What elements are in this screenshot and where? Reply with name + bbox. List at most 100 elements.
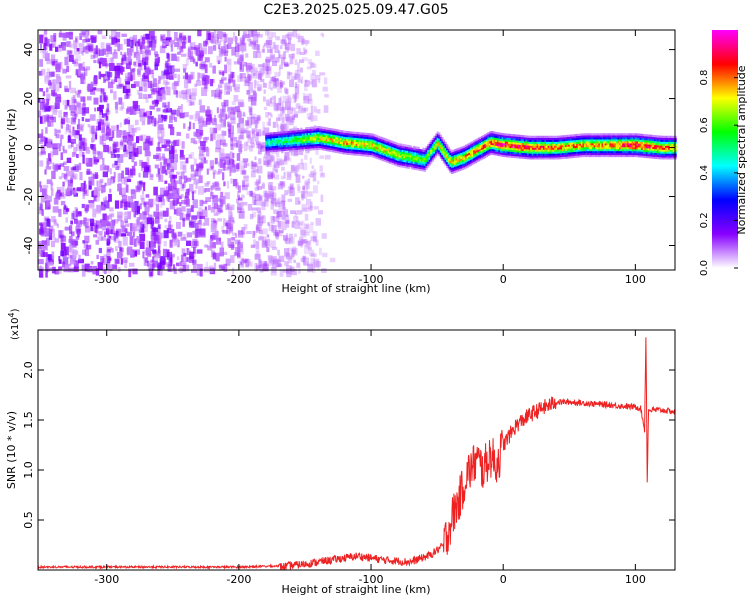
spectrogram-cell [333,150,336,153]
spectrogram-cell [328,137,331,140]
spectrogram-cell [366,136,369,140]
spectrogram-cell [349,143,352,146]
spectrogram-cell [71,213,75,220]
spectrogram-cell [431,157,434,160]
spectrogram-cell [476,146,479,149]
spectrogram-cell [327,133,330,136]
spectrogram-cell [563,152,566,155]
spectrogram-cell [101,35,107,39]
spectrogram-cell [449,156,452,159]
spectrogram-cell [116,125,119,128]
spectrogram-cell [423,155,427,159]
spectrogram-cell [295,166,298,175]
spectrogram-cell [191,191,195,200]
spectrogram-cell [227,107,231,112]
spectrogram-cell [504,155,507,158]
spectrogram-cell [221,102,226,107]
spectrogram-cell [523,147,526,150]
spectrogram-cell [63,206,68,215]
spectrogram-cell [212,79,215,83]
spectrogram-cell [39,101,45,110]
spectrogram-cell [433,147,436,150]
spectrogram-cell [146,240,151,249]
spectrogram-cell [544,149,547,152]
spectrogram-cell [431,159,434,162]
spectrogram-cell [469,159,473,162]
spectrogram-cell [501,146,504,149]
spectrogram-cell [446,144,449,147]
spectrogram-cell [237,242,244,248]
spectrogram-cell [285,253,290,259]
spectrogram-cell [238,44,241,52]
spectrogram-cell [452,155,455,158]
spectrogram-cell [270,138,273,141]
spectrogram-cell [114,65,121,71]
spectrogram-cell [368,144,371,148]
spectrogram-cell [331,132,335,135]
spectrogram-cell [307,191,313,197]
spectrogram-cell [444,143,447,146]
spectrogram-cell [576,143,579,146]
spectrogram-cell [140,224,145,233]
spectrogram-cell [381,148,384,151]
spectrogram-cell [254,91,257,101]
spectrogram-cell [153,211,160,217]
spectrogram-cell [469,153,473,156]
spectrogram-cell [163,241,167,247]
spectrogram-cell [396,156,400,159]
spectrogram-cell [406,160,409,163]
spectrogram-cell [44,75,50,84]
spectrogram-cell [91,35,97,43]
spectrogram-cell [296,183,300,191]
spectrogram-cell [159,93,162,100]
spectrogram-cell [210,134,214,142]
spectrogram-cell [390,148,393,151]
spectrogram-cell [310,201,313,208]
spectrogram-cell [376,135,379,138]
spectrogram-cell [290,144,293,147]
spectrogram-cell [308,148,311,151]
spectrogram-cell [479,144,482,147]
spectrogram-cell [285,146,289,149]
spectrogram-cell [263,106,268,110]
spectrogram-cell [460,166,463,169]
spectrogram-cell [520,136,523,140]
spectrogram-cell [176,41,182,50]
spectrogram-cell [280,182,286,188]
spectrogram-cell [363,152,366,155]
spectrogram-cell [202,120,208,127]
spectrogram-cell [166,71,169,80]
spectrogram-cell [99,109,103,115]
spectrogram-cell [289,140,292,143]
spectrogram-cell [281,210,286,215]
spectrogram-cell [198,124,203,132]
spectrogram-cell [220,46,226,50]
spectrogram-cell [223,33,226,38]
spectrogram-cell [68,125,71,134]
spectrogram-cell [550,143,553,146]
spectrogram-cell [341,136,344,139]
spectrogram-cell [295,164,300,173]
spectrogram-cell [273,80,277,86]
spectrogram-cell [446,159,449,163]
spectrogram-cell [164,105,169,110]
spectrogram-cell [153,117,157,127]
spectrogram-cell [202,159,208,164]
spectrogram-cell [577,135,580,138]
spectrogram-cell [500,142,503,145]
spectrogram-cell [183,182,186,188]
spectrogram-cell [51,228,55,238]
spectrogram-cell [310,114,314,122]
spectrogram-cell [433,157,436,160]
spectrogram-cell [209,265,214,273]
spectrogram-cell [294,59,298,66]
spectrogram-cell [352,139,355,142]
spectrogram-cell [176,256,180,261]
spectrogram-cell [256,183,259,190]
spectrogram-cell [95,224,99,234]
spectrogram-cell [511,145,514,148]
spectrogram-cell [265,40,271,46]
spectrogram-cell [338,135,341,138]
spectrogram-cell [259,131,265,136]
spectrogram-cell [287,132,290,135]
